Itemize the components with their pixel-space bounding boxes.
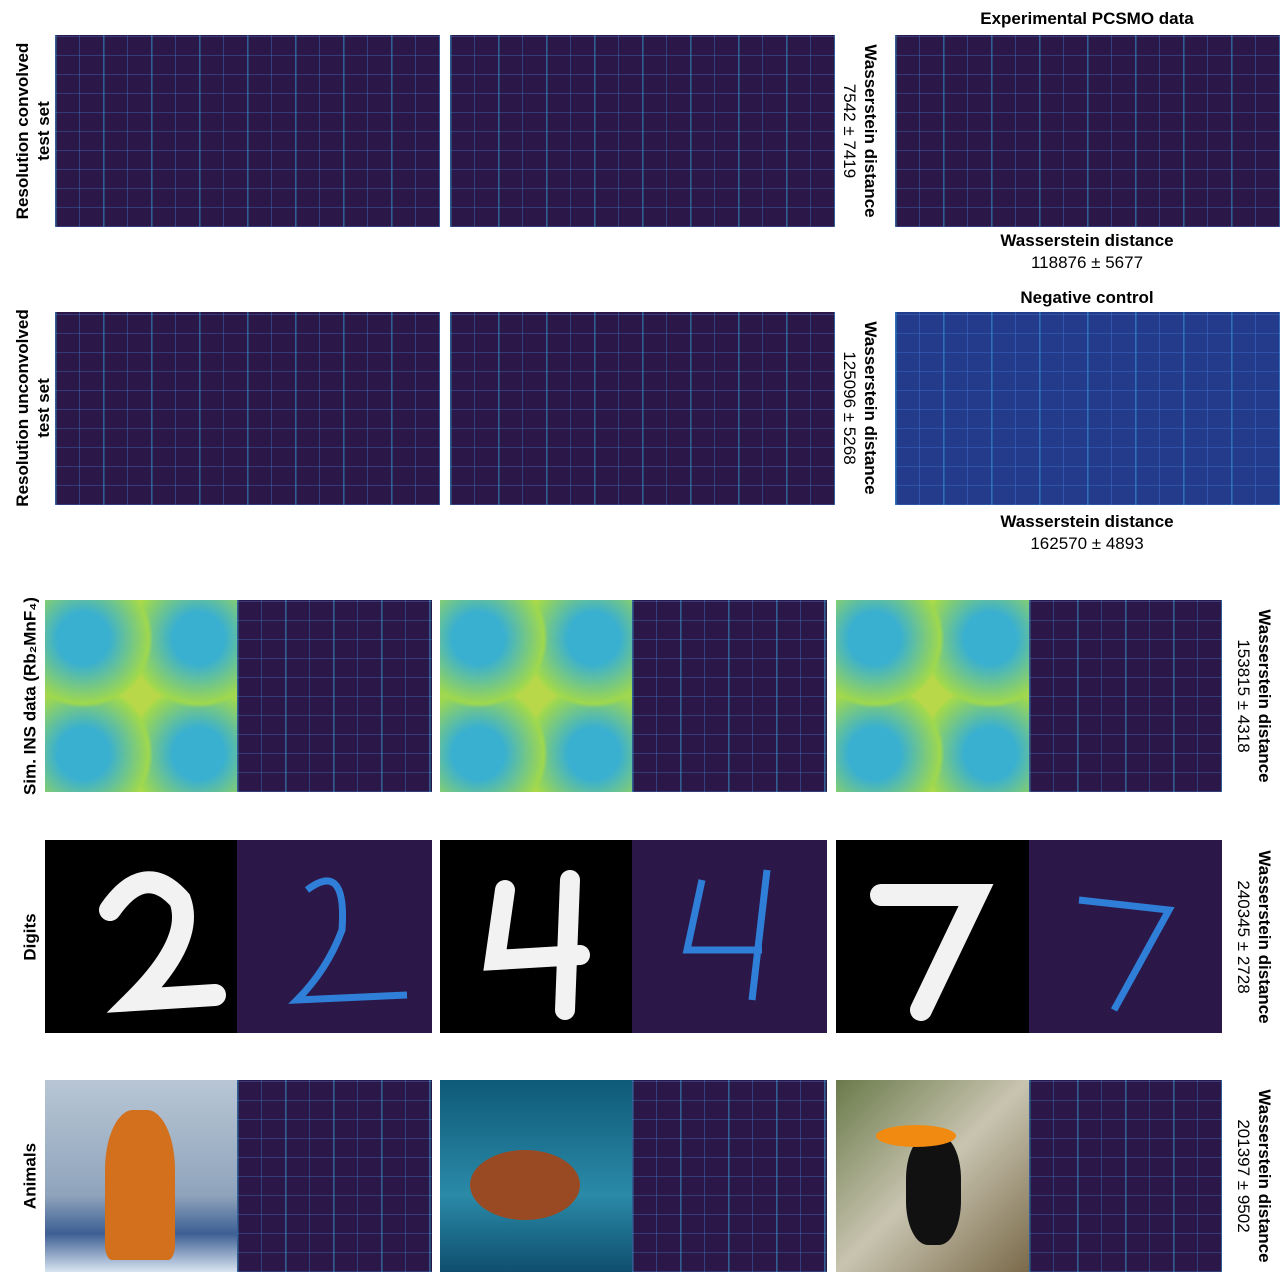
heatmap (237, 840, 432, 1033)
distance-value: 7542 ± 7419 (840, 84, 859, 178)
heatmap (632, 600, 827, 792)
heatmap (895, 312, 1280, 505)
heatmap (450, 312, 835, 505)
heatmap (55, 312, 440, 505)
input-image (45, 840, 237, 1033)
distance-title: Wasserstein distance (860, 44, 881, 217)
heatmap (450, 35, 835, 227)
row-label: Digits (20, 862, 41, 1012)
distance-title: Wasserstein distance (1254, 609, 1275, 782)
distance-value: 153815 ± 4318 (1234, 639, 1253, 752)
heatmap (55, 35, 440, 227)
input-image (836, 600, 1029, 792)
distance-title: Wasserstein distance (1000, 230, 1173, 252)
panel-title: Experimental PCSMO data (980, 9, 1194, 29)
row-label: Resolution convolved test set (12, 31, 54, 231)
heatmap (237, 600, 432, 792)
figure: Resolution convolved test set Wasserstei… (0, 0, 1284, 1280)
photo (440, 1080, 632, 1272)
heatmap (632, 840, 827, 1033)
photo-subject (105, 1110, 175, 1260)
row-label: Sim. INS data (Rb₂MnF₄) (20, 581, 41, 811)
photo-subject (470, 1150, 580, 1220)
heatmap (1029, 600, 1222, 792)
photo (836, 1080, 1029, 1272)
input-image (440, 840, 632, 1033)
distance-value: 240345 ± 2728 (1234, 880, 1253, 993)
photo (45, 1080, 237, 1272)
distance-value: 201397 ± 9502 (1234, 1119, 1253, 1232)
input-image (45, 600, 237, 792)
distance-title: Wasserstein distance (1254, 850, 1275, 1023)
row-label: Resolution unconvolved test set (12, 298, 54, 518)
heatmap (632, 1080, 827, 1272)
photo-subject (906, 1135, 961, 1245)
distance-value: 125096 ± 5268 (840, 351, 859, 464)
input-image (440, 600, 632, 792)
distance-title: Wasserstein distance (1254, 1089, 1275, 1262)
distance-value: 162570 ± 4893 (1030, 534, 1143, 553)
row-label: Animals (20, 1101, 41, 1251)
input-image (836, 840, 1029, 1033)
photo-subject (876, 1125, 956, 1147)
heatmap (237, 1080, 432, 1272)
heatmap (1029, 1080, 1222, 1272)
heatmap (1029, 840, 1222, 1033)
distance-title: Wasserstein distance (860, 321, 881, 494)
distance-title: Wasserstein distance (1000, 511, 1173, 533)
panel-title: Negative control (1020, 288, 1153, 308)
heatmap (895, 35, 1280, 227)
distance-value: 118876 ± 5677 (1031, 253, 1143, 272)
